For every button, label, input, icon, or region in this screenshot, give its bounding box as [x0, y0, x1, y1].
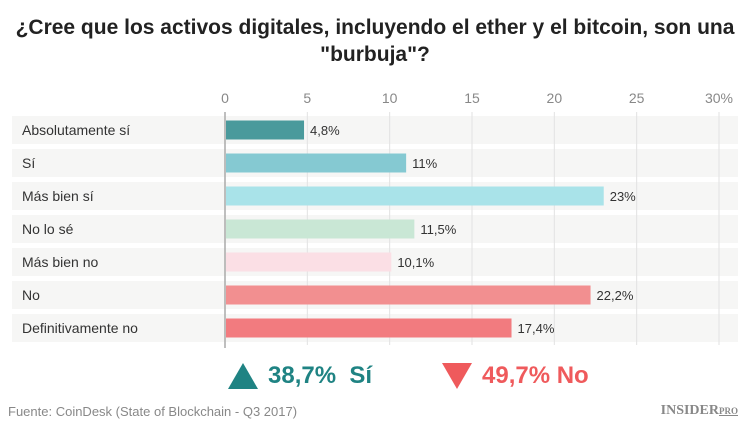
value-label: 22,2%	[597, 288, 634, 303]
category-label: Más bien sí	[22, 188, 94, 204]
tick-label: 15	[464, 90, 480, 106]
bar-chart: 0 5 10 15 20 25 30% Absolutamente sí 4,8% Sí 11% Má…	[12, 90, 738, 348]
bar	[226, 186, 604, 206]
bar	[226, 153, 407, 173]
summary-no-text: 49,7% No	[482, 362, 589, 389]
triangle-up-icon	[228, 363, 258, 389]
logo-main: INSIDER	[660, 403, 719, 418]
bar	[226, 285, 591, 305]
triangle-down-icon	[442, 363, 472, 389]
category-label: Definitivamente no	[22, 320, 138, 336]
bar	[226, 252, 392, 272]
tick-label: 30%	[705, 90, 733, 106]
value-label: 11%	[412, 156, 437, 171]
value-label: 10,1%	[397, 255, 434, 270]
category-label: No lo sé	[22, 221, 74, 237]
value-label: 4,8%	[310, 123, 340, 138]
value-label: 11,5%	[420, 222, 456, 237]
value-label: 23%	[610, 189, 636, 204]
summary-yes-text: 38,7% Sí	[268, 362, 373, 389]
category-label: No	[22, 287, 40, 303]
bar	[226, 219, 415, 239]
category-label: Absolutamente sí	[22, 122, 130, 138]
value-label: 17,4%	[518, 321, 555, 336]
insider-pro-logo: INSIDERPRO	[661, 403, 738, 419]
summary-no: 49,7% No	[442, 362, 589, 390]
logo-sub: PRO	[719, 406, 738, 416]
tick-label: 10	[382, 90, 398, 106]
category-label: Sí	[22, 155, 35, 171]
chart-title: ¿Cree que los activos digitales, incluye…	[15, 16, 735, 66]
tick-label: 25	[629, 90, 645, 106]
tick-label: 5	[303, 90, 311, 106]
bar	[226, 318, 512, 338]
row-background	[12, 116, 738, 144]
tick-label: 20	[547, 90, 563, 106]
source-note: Fuente: CoinDesk (State of Blockchain - …	[8, 404, 298, 419]
category-label: Más bien no	[22, 254, 98, 270]
tick-label: 0	[221, 90, 229, 106]
bar	[226, 120, 305, 140]
summary-yes: 38,7% Sí	[228, 362, 372, 390]
